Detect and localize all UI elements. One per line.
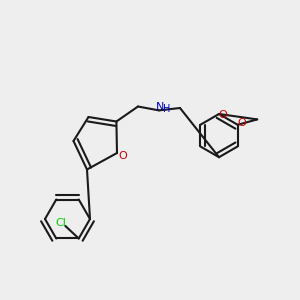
Text: O: O <box>218 110 227 121</box>
Text: O: O <box>237 118 246 128</box>
Text: Cl: Cl <box>55 218 66 229</box>
Text: O: O <box>118 151 127 161</box>
Text: N: N <box>156 102 165 112</box>
Text: H: H <box>163 104 170 114</box>
